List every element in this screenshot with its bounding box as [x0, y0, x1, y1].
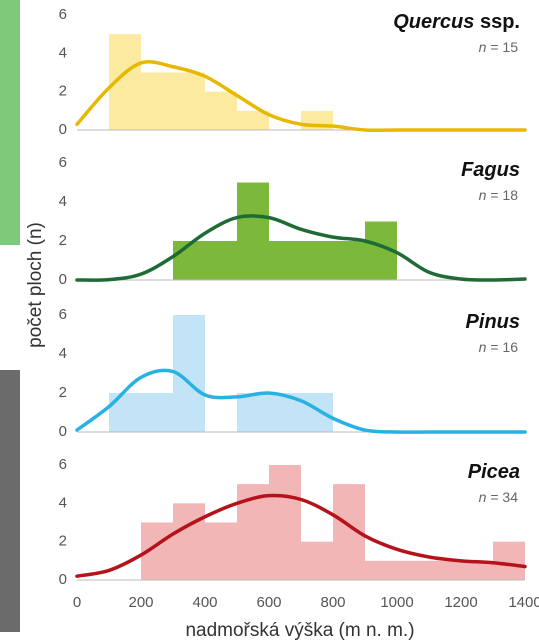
sample-size: n = 15 — [479, 39, 519, 55]
bar — [173, 503, 205, 580]
y-tick-label: 4 — [59, 193, 67, 210]
bar — [493, 542, 525, 580]
species-name: Fagus — [461, 159, 520, 181]
y-tick-label: 4 — [59, 44, 67, 61]
bar — [109, 393, 141, 432]
bar — [301, 241, 333, 280]
bar — [333, 241, 365, 280]
x-tick-label: 1200 — [444, 594, 477, 611]
x-tick-label: 600 — [256, 594, 281, 611]
y-tick-label: 6 — [59, 154, 67, 171]
bar — [173, 73, 205, 131]
y-tick-label: 6 — [59, 456, 67, 473]
bar — [205, 523, 237, 581]
x-tick-label: 800 — [320, 594, 345, 611]
y-tick-label: 0 — [59, 423, 67, 440]
y-axis-label: počet ploch (n) — [25, 222, 46, 348]
y-tick-label: 2 — [59, 533, 67, 550]
y-tick-label: 2 — [59, 232, 67, 249]
n-value: = 16 — [490, 339, 518, 355]
bar — [269, 465, 301, 580]
x-tick-label: 400 — [192, 594, 217, 611]
n-value: = 34 — [490, 489, 518, 505]
species-name: Picea — [468, 461, 520, 483]
panel-title: Fagus — [461, 159, 520, 181]
bar — [429, 561, 461, 580]
sample-size: n = 34 — [479, 489, 519, 505]
n-symbol: n — [479, 187, 487, 203]
n-symbol: n — [479, 39, 487, 55]
y-tick-label: 2 — [59, 83, 67, 100]
x-tick-label: 200 — [128, 594, 153, 611]
y-tick-label: 0 — [59, 271, 67, 288]
bar — [301, 542, 333, 580]
panel-title: Pinus — [466, 311, 520, 333]
bar — [141, 393, 173, 432]
y-tick-label: 2 — [59, 384, 67, 401]
x-tick-label: 0 — [73, 594, 81, 611]
y-tick-label: 4 — [59, 494, 67, 511]
species-name: Quercus — [393, 11, 474, 33]
bar — [301, 393, 333, 432]
y-tick-label: 0 — [59, 571, 67, 588]
chart: 0 2 4 6 Quercus ssp. n = 15 počet ploch (n) 0 2 4… — [0, 0, 539, 643]
y-tick-label: 6 — [59, 306, 67, 323]
x-tick-label: 1000 — [380, 594, 413, 611]
title-suffix: ssp. — [480, 11, 520, 33]
n-value: = 15 — [490, 39, 518, 55]
sample-size: n = 16 — [479, 339, 519, 355]
n-value: = 18 — [490, 187, 518, 203]
bar — [237, 183, 269, 281]
y-tick-label: 4 — [59, 345, 67, 362]
sample-size: n = 18 — [479, 187, 519, 203]
x-axis-label: nadmořská výška (m n. m.) — [185, 620, 414, 641]
bar — [237, 393, 269, 432]
panel-title: Quercus ssp. — [393, 11, 520, 33]
x-tick-label: 1400 — [508, 594, 539, 611]
side-image — [0, 0, 20, 245]
species-name: Pinus — [466, 311, 520, 333]
n-symbol: n — [479, 489, 487, 505]
bar — [269, 241, 301, 280]
bar — [365, 561, 397, 580]
y-tick-label: 0 — [59, 121, 67, 138]
bar — [205, 92, 237, 130]
bar — [205, 241, 237, 280]
n-symbol: n — [479, 339, 487, 355]
bar — [397, 561, 429, 580]
panel-title: Picea — [468, 461, 520, 483]
side-image — [0, 370, 20, 632]
y-tick-label: 6 — [59, 6, 67, 23]
bar — [141, 73, 173, 131]
